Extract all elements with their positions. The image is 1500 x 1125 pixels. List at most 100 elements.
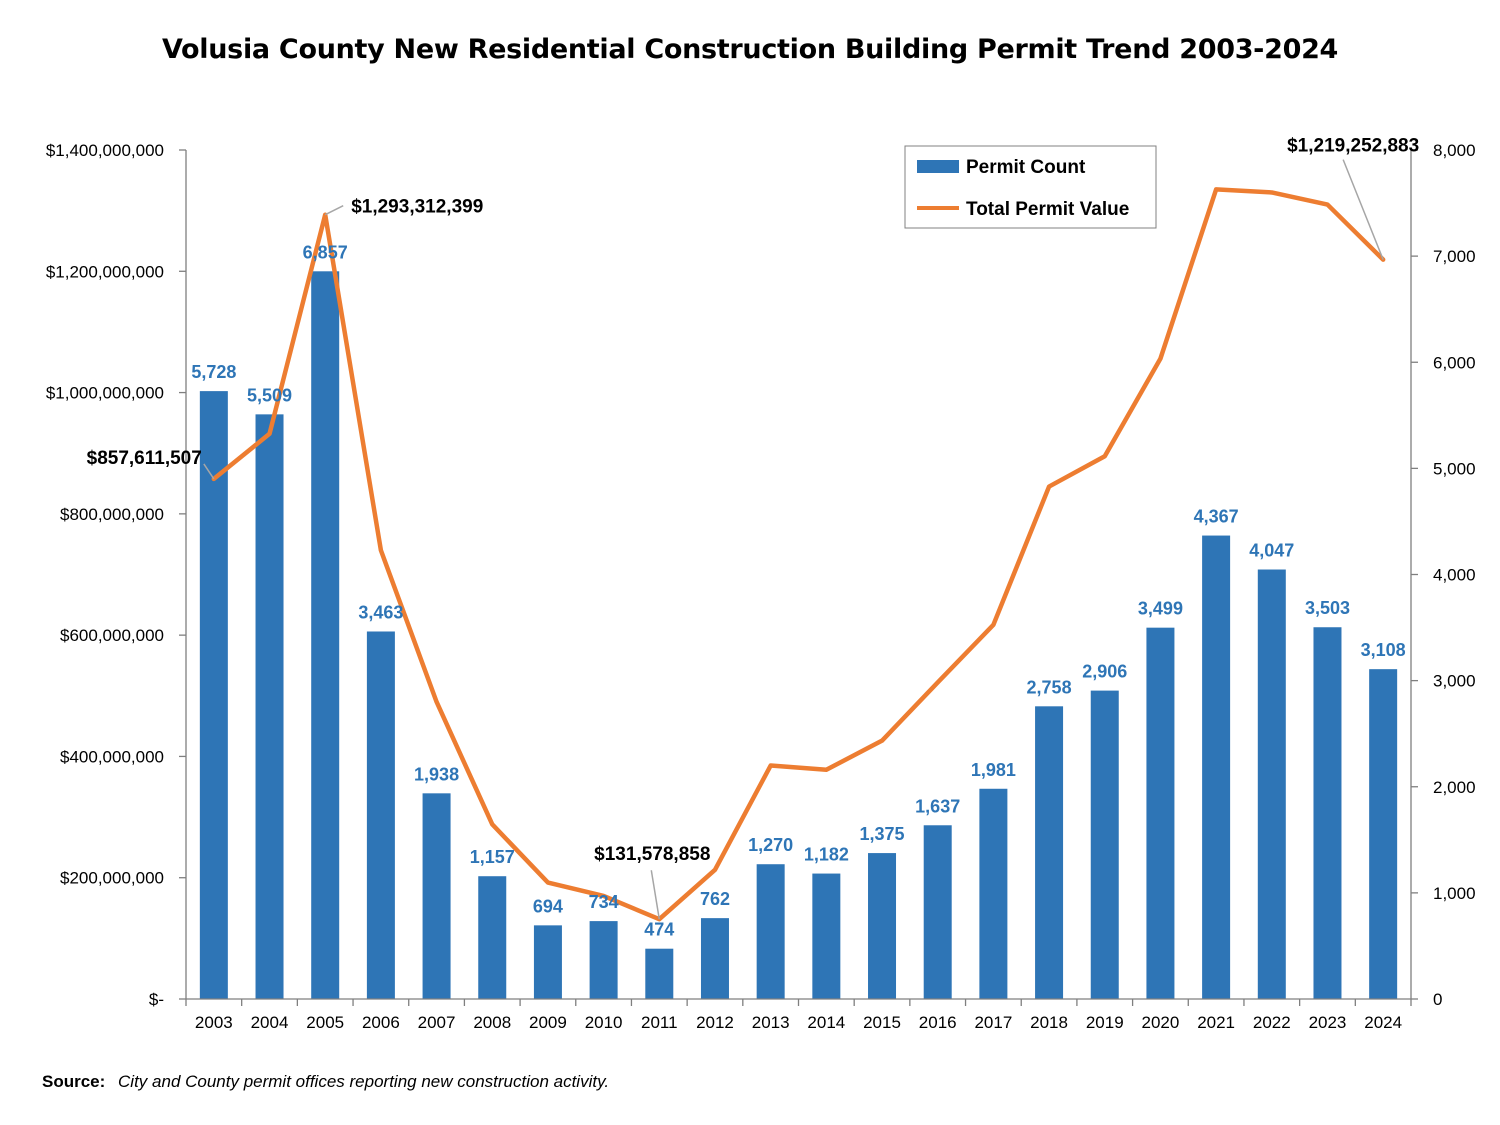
axes-layer: $- $200,000,000 $400,000,000 $600,000,000 $8… [46,141,1476,1032]
bar-2018 [1035,706,1064,999]
bar-value-label-2008: 1,157 [470,847,515,867]
x-tick-label: 2015 [863,1013,901,1032]
legend-label-total-permit-value: Total Permit Value [966,199,1129,220]
legend: Permit Count Total Permit Value [904,145,1157,229]
bar-value-label-2005: 6,857 [303,242,348,262]
right-tick-label: 6,000 [1433,353,1476,372]
left-tick-label: $200,000,000 [60,869,164,888]
left-tick-label: $1,400,000,000 [46,141,164,160]
left-tick-label: $600,000,000 [60,626,164,645]
bar-2021 [1202,535,1231,999]
left-tick-label: $800,000,000 [60,505,164,524]
value-callout-2003: $857,611,507 [87,448,202,469]
source-note: Source: City and County permit offices r… [42,1072,609,1092]
bars-layer [199,271,1398,1000]
bar-value-label-2023: 3,503 [1305,598,1350,618]
bar-2005 [311,271,340,999]
bar-2004 [255,414,284,999]
source-label: Source: [42,1072,106,1091]
left-tick-label: $1,000,000,000 [46,384,164,403]
bar-2015 [868,853,897,999]
callout-leader-2005 [324,205,344,216]
bar-2009 [533,925,562,999]
bar-value-label-2022: 4,047 [1249,541,1294,561]
bar-value-label-2024: 3,108 [1361,640,1406,660]
x-tick-label: 2018 [1030,1013,1068,1032]
right-tick-label: 8,000 [1433,141,1476,160]
bar-2010 [589,921,618,999]
bar-2014 [812,873,841,999]
value-callout-2024: $1,219,252,883 [1287,136,1419,157]
bar-2016 [923,825,952,999]
legend-box [904,145,1157,229]
value-callout-2011: $131,578,858 [594,844,710,865]
source-text: City and County permit offices reporting… [118,1072,610,1091]
bar-2020 [1146,627,1175,999]
legend-label-permit-count: Permit Count [966,157,1086,178]
bar-value-label-2012: 762 [700,889,730,909]
bar-value-label-2021: 4,367 [1194,507,1239,527]
x-tick-label: 2022 [1253,1013,1291,1032]
x-tick-label: 2006 [362,1013,400,1032]
x-tick-label: 2024 [1364,1013,1402,1032]
bar-value-label-2009: 694 [533,896,563,916]
x-tick-label: 2020 [1142,1013,1180,1032]
x-tick-label: 2023 [1309,1013,1347,1032]
x-tick-label: 2003 [195,1013,233,1032]
bar-value-label-2016: 1,637 [915,796,960,816]
legend-swatch-permit-count [917,160,959,173]
right-tick-label: 3,000 [1433,672,1476,691]
x-tick-label: 2008 [473,1013,511,1032]
bar-2008 [478,876,507,999]
left-tick-label: $400,000,000 [60,747,164,766]
x-tick-label: 2010 [585,1013,623,1032]
right-tick-label: 1,000 [1433,884,1476,903]
x-tick-label: 2013 [752,1013,790,1032]
bar-value-label-2013: 1,270 [748,835,793,855]
bar-value-label-2006: 3,463 [358,602,403,622]
value-callout-2005: $1,293,312,399 [351,197,483,218]
bar-value-label-2015: 1,375 [859,824,904,844]
chart-title: Volusia County New Residential Construct… [161,34,1339,65]
x-tick-label: 2016 [919,1013,957,1032]
bar-value-label-2018: 2,758 [1027,677,1072,697]
bar-value-label-2004: 5,509 [247,385,292,405]
bar-value-label-2019: 2,906 [1082,662,1127,682]
callout-leader-2011 [650,870,661,920]
x-tick-label: 2014 [807,1013,845,1032]
bar-2012 [700,918,729,999]
x-tick-label: 2021 [1197,1013,1235,1032]
x-tick-label: 2007 [418,1013,456,1032]
bar-value-label-2007: 1,938 [414,764,459,784]
right-tick-label: 4,000 [1433,566,1476,585]
bar-2011 [645,948,674,999]
bar-2017 [979,788,1008,999]
bar-2007 [422,793,451,999]
left-tick-label: $- [149,990,164,1009]
bar-2022 [1257,569,1286,999]
x-tick-label: 2019 [1086,1013,1124,1032]
x-tick-label: 2009 [529,1013,567,1032]
line-layer [211,187,1386,922]
x-tick-label: 2005 [306,1013,344,1032]
callouts-layer: $857,611,507 $1,293,312,399 $131,578,858 $1… [87,136,1419,920]
bar-value-label-2011: 474 [644,920,674,940]
bar-value-label-2017: 1,981 [971,760,1016,780]
bar-value-label-2003: 5,728 [191,362,236,382]
right-tick-label: 0 [1433,990,1442,1009]
bar-value-label-2020: 3,499 [1138,599,1183,619]
x-tick-label: 2017 [974,1013,1012,1032]
callout-leader-2003 [203,463,215,480]
total-permit-value-line [211,187,1386,922]
x-tick-label: 2004 [251,1013,289,1032]
x-tick-label: 2012 [696,1013,734,1032]
right-tick-label: 2,000 [1433,778,1476,797]
bar-value-label-2010: 734 [589,892,619,912]
bar-value-label-2014: 1,182 [804,845,849,865]
right-tick-label: 7,000 [1433,247,1476,266]
labels-layer: 5,728 5,509 6,857 3,463 1,938 1,157 694 734 474 7… [191,242,1405,939]
bar-2019 [1090,690,1119,999]
bar-2013 [756,864,785,999]
right-tick-label: 5,000 [1433,459,1476,478]
